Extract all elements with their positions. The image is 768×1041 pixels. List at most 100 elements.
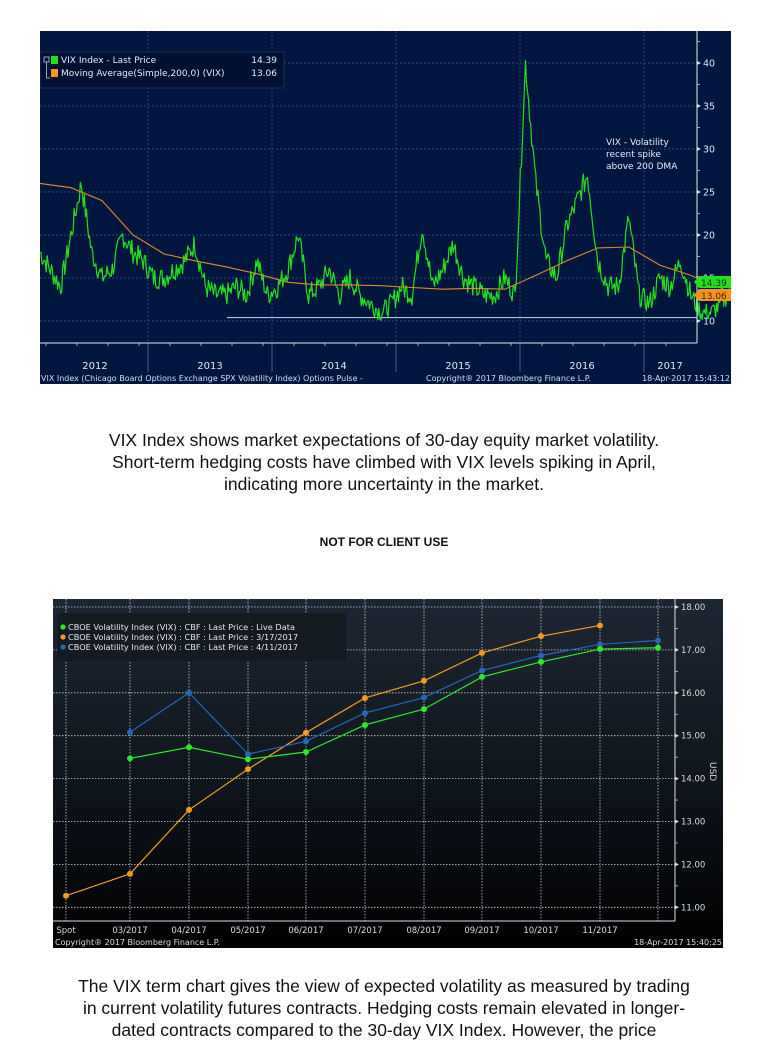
- grid-lines: [53, 599, 675, 921]
- legend-label-0411: CBOE Volatility Index (VIX) : CBF : Last…: [68, 642, 298, 652]
- legend: VIX Index - Last Price 14.39 Moving Aver…: [40, 51, 285, 89]
- data-point: [538, 633, 544, 640]
- data-point: [362, 709, 368, 716]
- vix-last-tag: [694, 276, 731, 288]
- y-axis: 11.00 12.00 13.00 14.00 15.00 16.00 17.00 18.00: [674, 599, 705, 921]
- y-tick-label: 35: [703, 102, 715, 113]
- data-point: [421, 706, 427, 713]
- x-tick-label: 2017: [657, 361, 682, 372]
- data-point: [655, 637, 661, 644]
- data-point: [63, 892, 69, 899]
- x-tick-label: 11/2017: [582, 926, 617, 936]
- tick-icon: [697, 319, 701, 323]
- vix-line: [40, 59, 731, 321]
- x-tick-label: 05/2017: [230, 926, 265, 936]
- x-tick-label: 06/2017: [288, 926, 323, 936]
- caption-line: Short-term hedging costs have climbed wi…: [112, 452, 656, 472]
- data-point: [186, 806, 192, 813]
- ma-last-tag: [694, 289, 731, 301]
- data-point: [127, 729, 133, 736]
- data-point: [421, 677, 427, 684]
- y-tick-label: 15.00: [681, 732, 705, 742]
- y-tick-label: 11.00: [681, 903, 705, 913]
- data-point: [362, 694, 368, 701]
- legend-label-0317: CBOE Volatility Index (VIX) : CBF : Last…: [68, 632, 298, 642]
- vix-last-tag-label: 14.39: [701, 279, 727, 289]
- legend-value-vix: 14.39: [251, 56, 277, 66]
- footer: Copyright® 2017 Bloomberg Finance L.P. 1…: [55, 938, 722, 947]
- caption-line: dated contracts compared to the 30-day V…: [111, 1020, 657, 1040]
- green-dot-icon: [60, 624, 66, 630]
- tick-icon: [697, 61, 701, 65]
- blue-dot-icon: [60, 644, 66, 650]
- caption-line: indicating more uncertainty in the marke…: [223, 474, 545, 494]
- data-point: [303, 749, 309, 756]
- legend: CBOE Volatility Index (VIX) : CBF : Last…: [57, 613, 346, 661]
- y-tick-label: 16.00: [681, 689, 705, 699]
- last-value-tags: 14.39 13.06: [694, 276, 731, 302]
- data-point: [597, 622, 603, 629]
- data-point: [597, 646, 603, 653]
- footer-copyright: Copyright® 2017 Bloomberg Finance L.P.: [55, 938, 220, 947]
- tick-icon: [675, 905, 679, 910]
- term-line: [129, 639, 659, 755]
- disclaimer: NOT FOR CLIENT USE: [319, 535, 449, 549]
- x-tick-label: Spot: [56, 926, 76, 936]
- data-point: [303, 729, 309, 736]
- y-tick-label: 13.00: [681, 818, 705, 828]
- data-point: [127, 870, 133, 877]
- x-tick-label: 08/2017: [406, 926, 441, 936]
- data-point: [245, 766, 251, 773]
- tick-icon: [697, 190, 701, 194]
- y-tick-label: 17.00: [681, 646, 705, 656]
- y-axis-label: USD: [707, 762, 717, 781]
- data-point: [303, 738, 309, 745]
- data-point: [479, 667, 485, 674]
- footer: VIX Index (Chicago Board Options Exchang…: [41, 374, 730, 383]
- data-point: [479, 673, 485, 680]
- data-point: [655, 644, 661, 651]
- annotation-line-1: VIX - Volatility: [606, 138, 669, 148]
- tick-icon: [675, 819, 679, 824]
- footer-timestamp: 18-Apr-2017 15:40:25: [634, 938, 722, 947]
- legend-label-vix: VIX Index - Last Price: [61, 56, 157, 66]
- vix-history-plot: 10152025303540 201220132014201520162017 …: [40, 31, 731, 383]
- moving-average-line: [40, 182, 731, 295]
- y-tick-label: 18.00: [681, 603, 705, 613]
- tick-icon: [675, 776, 679, 781]
- series-lines: [40, 59, 731, 321]
- footer-timestamp: 18-Apr-2017 15:43:12: [642, 374, 730, 383]
- x-tick-label: 2016: [569, 361, 594, 372]
- annotation: VIX - Volatility recent spike above 200 …: [606, 138, 678, 172]
- data-point: [479, 649, 485, 656]
- y-tick-label: 14.00: [681, 775, 705, 785]
- x-tick-label: 04/2017: [171, 926, 206, 936]
- data-point: [538, 658, 544, 665]
- tick-icon: [675, 862, 679, 867]
- tick-icon: [675, 647, 679, 652]
- x-tick-label: 09/2017: [464, 926, 499, 936]
- y-tick-label: 30: [703, 145, 715, 156]
- tree-connector-icon: [46, 62, 50, 79]
- caption-line: VIX Index shows market expectations of 3…: [108, 430, 660, 450]
- x-tick-label: 2014: [321, 361, 346, 372]
- data-point: [597, 641, 603, 648]
- data-point: [421, 694, 427, 701]
- annotation-line-3: above 200 DMA: [606, 162, 678, 172]
- footer-source: VIX Index (Chicago Board Options Exchang…: [41, 374, 363, 383]
- tick-icon: [697, 104, 701, 108]
- tick-icon: [697, 233, 701, 237]
- term-line: [129, 647, 659, 760]
- y-tick-label: 40: [703, 59, 715, 70]
- legend-label-ma: Moving Average(Simple,200,0) (VIX): [61, 69, 225, 79]
- caption-term-structure: The VIX term chart gives the view of exp…: [0, 975, 768, 1041]
- y-tick-label: 10: [703, 317, 715, 328]
- x-axis: Spot 03/2017 04/2017 05/2017 06/2017 07/2017 0…: [53, 920, 675, 936]
- caption-vix-history: VIX Index shows market expectations of 3…: [0, 429, 768, 495]
- series-lines: [63, 622, 661, 899]
- y-tick-label: 20: [703, 231, 715, 242]
- tick-icon: [675, 733, 679, 738]
- y-tick-label: 12.00: [681, 860, 705, 870]
- data-point: [186, 689, 192, 696]
- x-tick-label: 2015: [445, 361, 470, 372]
